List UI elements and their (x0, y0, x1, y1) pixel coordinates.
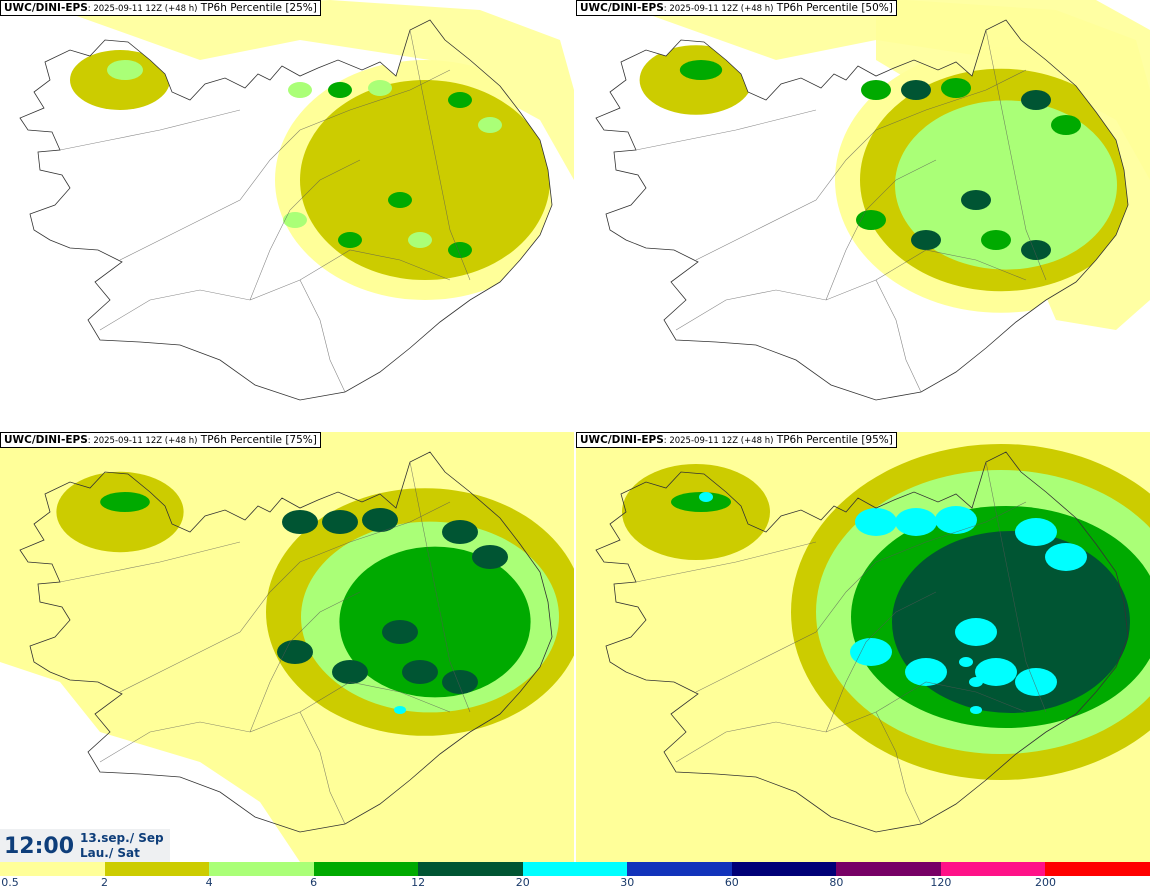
legend-tick-label: 6 (310, 876, 318, 889)
legend-swatch (522, 862, 628, 876)
precip-fields (639, 45, 1128, 313)
map-panel-p95: UWC/DINI-EPS: 2025-09-11 12Z (+48 h) TP6… (576, 432, 1150, 862)
legend-ticks: 0.5 2 4 6 12 20 30 60 80 120 200 (0, 876, 1150, 891)
legend-swatch (627, 862, 732, 876)
precip-fields (56, 464, 574, 760)
legend-tick-label: 20 (515, 876, 530, 889)
map-panel-p25: UWC/DINI-EPS: 2025-09-11 12Z (+48 h) TP6… (0, 0, 574, 430)
valid-time: 12:00 (4, 834, 75, 859)
color-legend (0, 862, 1150, 876)
legend-swatch (940, 862, 1046, 876)
legend-swatch (313, 862, 419, 876)
legend-swatch (209, 862, 314, 876)
legend-tick-label: 200 (1034, 876, 1056, 889)
legend-swatch (1045, 862, 1150, 876)
precip-fields (70, 50, 552, 300)
panel-title: UWC/DINI-EPS: 2025-09-11 12Z (+48 h) TP6… (0, 0, 321, 16)
map-panel-p75: UWC/DINI-EPS: 2025-09-11 12Z (+48 h) TP6… (0, 432, 574, 862)
panel-title: UWC/DINI-EPS: 2025-09-11 12Z (+48 h) TP6… (576, 432, 897, 448)
legend-tick-label: 120 (930, 876, 952, 889)
legend-swatch (731, 862, 837, 876)
legend-swatch (0, 862, 105, 876)
panel-divider (0, 430, 1150, 432)
valid-time-box: 12:00 13.sep./ Sep Lau./ Sat (0, 829, 170, 862)
legend-tick-label: 60 (724, 876, 739, 889)
panel-title: UWC/DINI-EPS: 2025-09-11 12Z (+48 h) TP6… (0, 432, 321, 448)
legend-tick-label: 30 (620, 876, 635, 889)
legend-tick-label: 2 (101, 876, 109, 889)
legend-swatch (836, 862, 941, 876)
precip-fields (622, 444, 1150, 780)
precip-map (19, 0, 574, 401)
valid-weekday: Lau./ Sat (80, 846, 140, 860)
map-panel-p50: UWC/DINI-EPS: 2025-09-11 12Z (+48 h) TP6… (576, 0, 1150, 430)
legend-tick-label: 4 (205, 876, 213, 889)
valid-date: 13.sep./ Sep (80, 831, 164, 845)
legend-swatch (104, 862, 210, 876)
panel-title: UWC/DINI-EPS: 2025-09-11 12Z (+48 h) TP6… (576, 0, 897, 16)
legend-tick-label: 12 (411, 876, 426, 889)
precip-map (0, 432, 574, 862)
legend-tick-label: 80 (829, 876, 844, 889)
precip-map (576, 432, 1150, 862)
precip-map (595, 0, 1150, 401)
legend-tick-label: 0.5 (1, 876, 19, 889)
legend-swatch (418, 862, 523, 876)
